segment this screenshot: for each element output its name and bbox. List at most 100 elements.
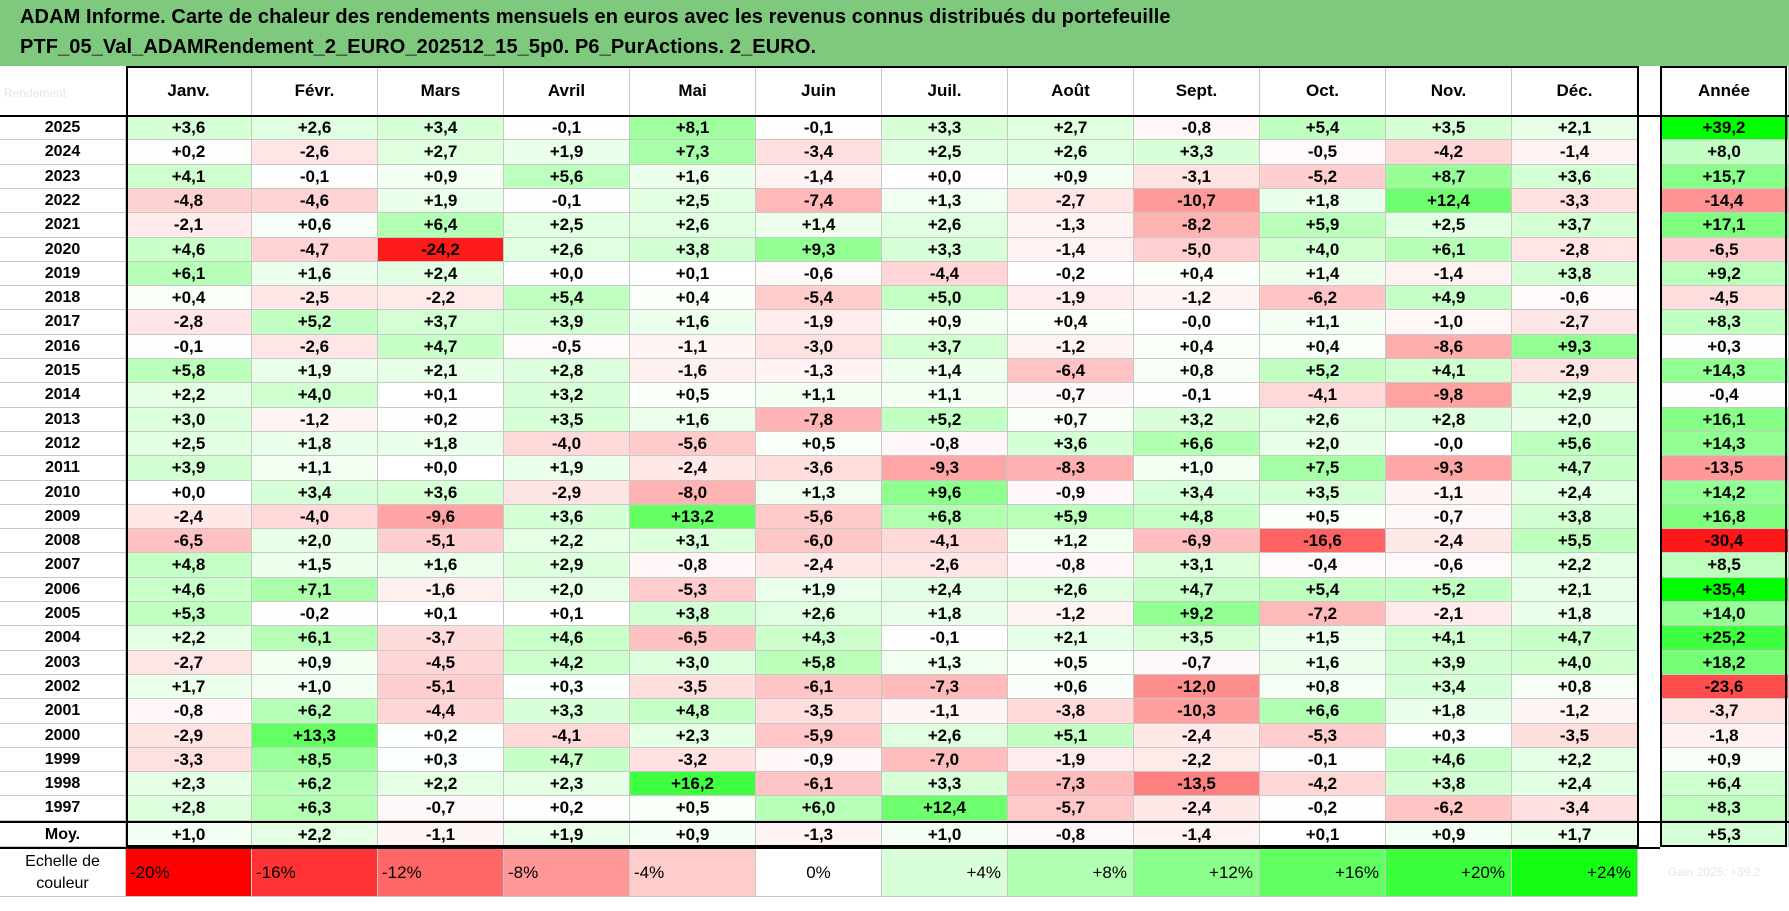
heatmap-cell: +1,9 [252, 359, 378, 383]
heatmap-cell: -1,2 [252, 408, 378, 432]
heatmap-cell: +2,7 [378, 140, 504, 165]
heatmap-cell: +0,7 [1008, 408, 1134, 432]
heatmap-cell: -2,5 [252, 286, 378, 310]
annual-cell: -6,5 [1660, 238, 1789, 262]
heatmap-cell: +0,4 [1134, 335, 1260, 359]
average-cell: -1,1 [378, 823, 504, 847]
legend-swatch: -12% [378, 849, 504, 897]
heatmap-cell: +1,1 [882, 383, 1008, 408]
heatmap-cell: -0,7 [1134, 651, 1260, 675]
heatmap-cell: +5,6 [1512, 432, 1638, 456]
heatmap-cell: +3,6 [1512, 165, 1638, 189]
heatmap-cell: +4,6 [504, 626, 630, 651]
heatmap-cell: -0,6 [1512, 286, 1638, 310]
year-label-2014: 2014 [0, 383, 126, 408]
heatmap-cell: +1,6 [378, 553, 504, 578]
heatmap-cell: +6,2 [252, 772, 378, 796]
legend-swatch: +16% [1260, 849, 1386, 897]
heatmap-cell: +3,5 [1386, 116, 1512, 140]
heatmap-cell: -4,1 [882, 529, 1008, 553]
heatmap-cell: +1,6 [1260, 651, 1386, 675]
heatmap-cell: -1,4 [1008, 238, 1134, 262]
heatmap-cell: +9,2 [1134, 602, 1260, 626]
heatmap-cell: -1,4 [756, 165, 882, 189]
column-header-5: Mai [630, 66, 756, 116]
heatmap-cell: +2,1 [1512, 116, 1638, 140]
year-label-2010: 2010 [0, 481, 126, 505]
heatmap-cell: +4,9 [1386, 286, 1512, 310]
heatmap-cell: +0,9 [1008, 165, 1134, 189]
heatmap-cell: -3,4 [756, 140, 882, 165]
heatmap-cell: +1,6 [630, 408, 756, 432]
heatmap-cell: -7,2 [1260, 602, 1386, 626]
year-label-2008: 2008 [0, 529, 126, 553]
heatmap-cell: -4,4 [882, 262, 1008, 286]
heatmap-cell: -0,8 [882, 432, 1008, 456]
heatmap-cell: +1,3 [756, 481, 882, 505]
legend-swatch: 0% [756, 849, 882, 897]
heatmap-cell: -2,4 [1134, 724, 1260, 748]
heatmap-cell: -8,3 [1008, 456, 1134, 481]
year-label-2022: 2022 [0, 189, 126, 213]
heatmap-cell: +0,2 [378, 408, 504, 432]
heatmap-cell: +2,8 [126, 796, 252, 821]
heatmap-cell: +4,0 [252, 383, 378, 408]
heatmap-cell: -1,9 [756, 310, 882, 335]
heatmap-cell: -24,2 [378, 238, 504, 262]
year-label-2009: 2009 [0, 505, 126, 529]
heatmap-cell: +3,7 [1512, 213, 1638, 238]
annual-cell: +9,2 [1660, 262, 1789, 286]
heatmap-cell: +0,0 [882, 165, 1008, 189]
heatmap-cell: +4,7 [1512, 626, 1638, 651]
heatmap-cell: +0,8 [1134, 359, 1260, 383]
heatmap-cell: -6,9 [1134, 529, 1260, 553]
heatmap-cell: -4,6 [252, 189, 378, 213]
column-header-11: Nov. [1386, 66, 1512, 116]
heatmap-cell: +0,9 [882, 310, 1008, 335]
annual-cell: +25,2 [1660, 626, 1789, 651]
heatmap-cell: +0,9 [252, 651, 378, 675]
average-cell: +0,9 [1386, 823, 1512, 847]
heatmap-cell: +0,6 [252, 213, 378, 238]
heatmap-cell: +0,5 [630, 383, 756, 408]
heatmap-cell: -2,9 [504, 481, 630, 505]
heatmap-cell: -10,7 [1134, 189, 1260, 213]
heatmap-cell: +2,3 [504, 772, 630, 796]
heatmap-cell: +0,2 [378, 724, 504, 748]
column-header-3: Mars [378, 66, 504, 116]
annual-cell: +18,2 [1660, 651, 1789, 675]
heatmap-cell: +4,2 [504, 651, 630, 675]
heatmap-cell: -3,7 [378, 626, 504, 651]
heatmap-cell: +2,4 [882, 578, 1008, 602]
heatmap-cell: +13,3 [252, 724, 378, 748]
heatmap-cell: -2,9 [126, 724, 252, 748]
year-label-2024: 2024 [0, 140, 126, 165]
heatmap-cell: -9,8 [1386, 383, 1512, 408]
heatmap-cell: -1,4 [1386, 262, 1512, 286]
heatmap-cell: +1,1 [252, 456, 378, 481]
heatmap-cell: -1,9 [1008, 748, 1134, 772]
year-label-2011: 2011 [0, 456, 126, 481]
annual-cell: -4,5 [1660, 286, 1789, 310]
heatmap-cell: -0,1 [126, 335, 252, 359]
heatmap-cell: -5,0 [1134, 238, 1260, 262]
heatmap-cell: -1,3 [1008, 213, 1134, 238]
heatmap-cell: -1,3 [756, 359, 882, 383]
heatmap-cell: +1,9 [378, 189, 504, 213]
heatmap-cell: +4,1 [126, 165, 252, 189]
heatmap-cell: +1,6 [252, 262, 378, 286]
heatmap-cell: -0,1 [882, 626, 1008, 651]
heatmap-cell: -0,2 [1260, 796, 1386, 821]
heatmap-cell: +1,6 [630, 310, 756, 335]
heatmap-cell: -8,6 [1386, 335, 1512, 359]
heatmap-cell: +2,4 [1512, 772, 1638, 796]
heatmap-cell: +2,6 [1260, 408, 1386, 432]
year-label-1997: 1997 [0, 796, 126, 821]
heatmap-cell: +7,1 [252, 578, 378, 602]
heatmap-cell: +2,2 [378, 772, 504, 796]
heatmap-cell: +0,0 [504, 262, 630, 286]
annual-cell: -13,5 [1660, 456, 1789, 481]
heatmap-cell: -0,7 [1008, 383, 1134, 408]
heatmap-cell: -7,8 [756, 408, 882, 432]
heatmap-cell: +1,8 [378, 432, 504, 456]
